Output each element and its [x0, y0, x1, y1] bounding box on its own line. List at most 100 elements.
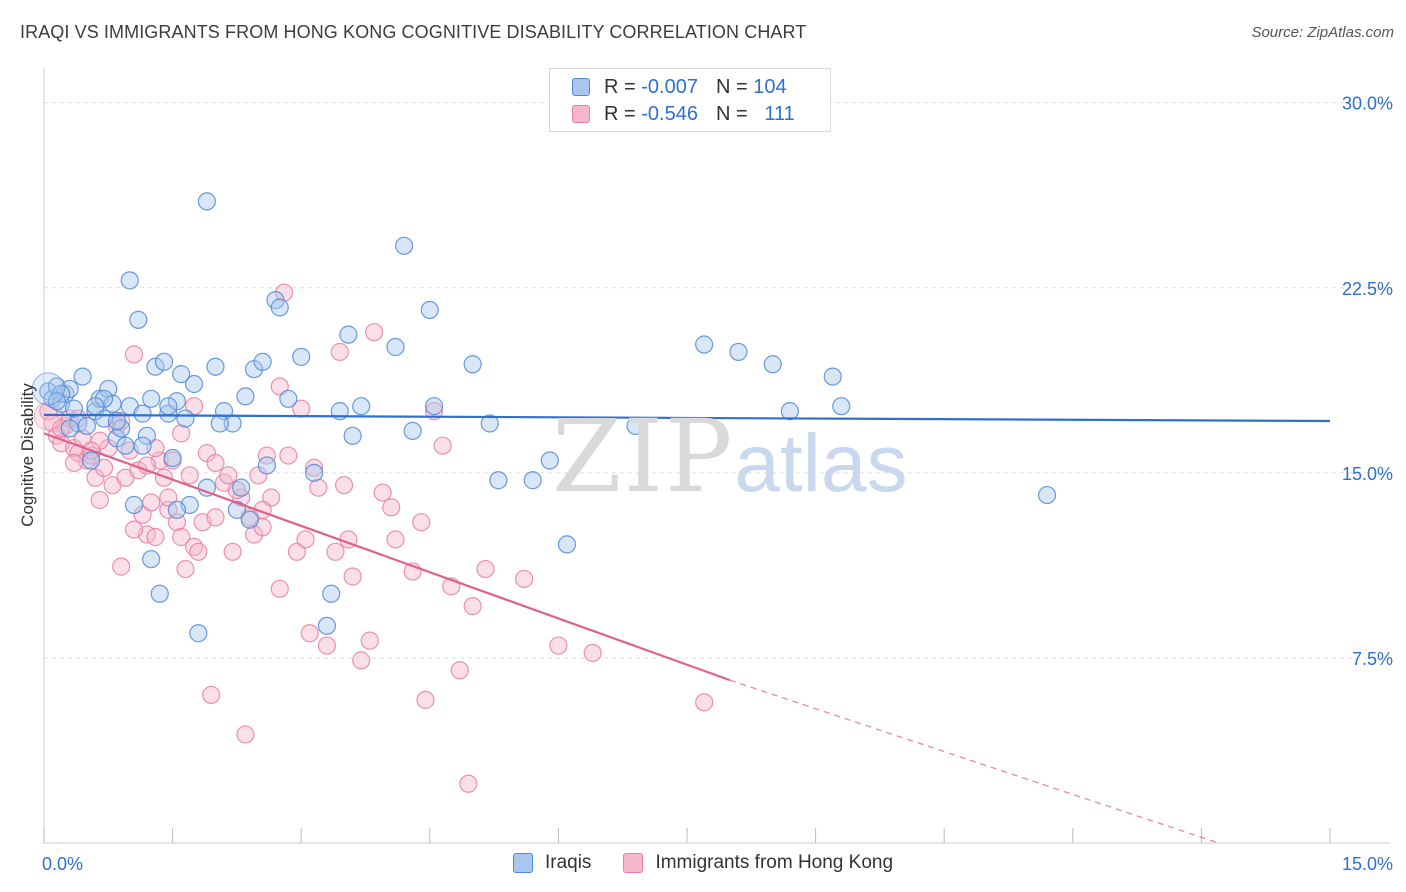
hong-kong-point-92 — [206, 453, 225, 473]
y-tick-label-3: 30.0% — [1342, 94, 1393, 114]
hong-kong-point-73 — [416, 690, 435, 709]
iraqis-point-32 — [176, 409, 195, 428]
iraqis-point-89 — [159, 397, 178, 416]
iraqis-point-69 — [763, 355, 782, 374]
hong-kong-point-38 — [202, 685, 221, 705]
iraqis-point-20 — [124, 495, 144, 515]
iraqis-point-68 — [729, 342, 748, 362]
iraqis-point-35 — [189, 624, 208, 643]
iraqis-point-49 — [304, 463, 324, 482]
r-label: R = — [604, 102, 636, 125]
iraqis-trend-line — [43, 413, 1331, 423]
iraqis-point-81 — [227, 500, 246, 519]
iraqis-point-23 — [137, 426, 156, 445]
hong-kong-point-59 — [317, 636, 337, 655]
hong-kong-point-69 — [382, 498, 401, 517]
series-immigrants-hong-kong-points — [33, 283, 714, 793]
iraqis-point-9 — [77, 416, 96, 436]
iraqis-point-6 — [64, 399, 84, 418]
hong-kong-point-57 — [304, 458, 324, 478]
iraqis-point-56 — [394, 236, 414, 255]
y-tick-label-1: 15.0% — [1342, 464, 1393, 484]
iraqis-point-87 — [107, 411, 126, 431]
iraqis-point-80 — [167, 500, 186, 519]
iraqis-point-74 — [197, 192, 216, 211]
iraqis-point-29 — [163, 448, 182, 468]
hong-kong-point-96 — [64, 453, 84, 473]
iraqis-point-58 — [420, 300, 439, 320]
hong-kong-point-81 — [515, 569, 534, 589]
hong-kong-point-68 — [373, 483, 392, 502]
hong-kong-point-75 — [433, 436, 452, 455]
n-label: N = — [715, 102, 748, 125]
n-value: 104 — [753, 75, 787, 98]
iraqis-point-28 — [159, 404, 178, 423]
hong-kong-point-24 — [142, 493, 161, 512]
hong-kong-point-51 — [270, 579, 289, 598]
iraqis-point-25 — [146, 357, 165, 376]
iraqis-point-14 — [99, 379, 118, 399]
source-label: Source: ZipAtlas.com — [1251, 24, 1394, 41]
chart-title: IRAQI VS IMMIGRANTS FROM HONG KONG COGNI… — [20, 22, 807, 42]
hong-kong-point-56 — [300, 624, 319, 643]
legend-item-iraqis[interactable]: Iraqis — [512, 852, 592, 874]
iraqis-point-8 — [73, 367, 92, 386]
iraqis-point-5 — [60, 379, 79, 399]
hong-kong-point-66 — [360, 631, 379, 650]
hong-kong-point-30 — [167, 513, 186, 532]
watermark: ZIPatlas — [552, 398, 908, 515]
iraqis-point-55 — [386, 337, 405, 357]
iraqis-point-50 — [322, 584, 341, 603]
legend-item-hong-kong[interactable]: Immigrants from Hong Kong — [623, 852, 893, 874]
n-value: 111 — [764, 102, 795, 125]
series-iraqis-points — [31, 192, 1057, 643]
hong-kong-point-32 — [176, 559, 195, 579]
stats-legend-row-hong-kong: R = -0.546 N = 111 — [572, 101, 795, 127]
iraqis-point-54 — [352, 397, 371, 416]
legend-label-iraqis: Iraqis — [544, 852, 592, 873]
hong-kong-point-12 — [90, 490, 109, 510]
iraqis-point-26 — [150, 584, 169, 603]
iraqis-point-43 — [253, 352, 272, 371]
iraqis-point-75 — [120, 271, 139, 290]
x-tick-label-1: 15.0% — [1342, 854, 1393, 874]
hong-kong-point-90 — [159, 488, 178, 507]
hong-kong-point-31 — [172, 527, 191, 547]
hong-kong-point-17 — [112, 557, 131, 576]
hong-kong-point-49 — [257, 446, 277, 465]
hong-kong-point-98 — [124, 520, 144, 539]
y-tick-labels: 7.5% 15.0% 22.5% 30.0% — [1342, 94, 1393, 669]
hong-kong-point-60 — [326, 542, 345, 561]
watermark-zip: ZIP — [552, 398, 735, 515]
hong-kong-point-54 — [287, 542, 307, 561]
hong-kong-point-84 — [695, 693, 714, 712]
y-tick-label-0: 7.5% — [1352, 649, 1393, 669]
hong-kong-point-65 — [352, 651, 371, 670]
hong-kong-point-70 — [386, 530, 405, 549]
iraqis-point-62 — [489, 471, 508, 490]
iraqis-cluster-point — [31, 372, 65, 406]
hong-kong-point-78 — [459, 774, 478, 793]
series-legend: Iraqis Immigrants from Hong Kong — [0, 852, 1406, 874]
iraqis-point-40 — [232, 478, 251, 497]
hong-kong-point-74 — [424, 402, 444, 421]
r-value: -0.546 — [641, 102, 698, 125]
iraqis-point-88 — [210, 414, 229, 433]
iraqis-point-57 — [403, 421, 422, 440]
hong-kong-point-82 — [549, 636, 568, 655]
iraqis-point-48 — [292, 347, 311, 366]
iraqis-point-73 — [1037, 485, 1057, 505]
hong-kong-point-50 — [262, 488, 281, 507]
axes — [43, 68, 1390, 844]
iraqis-point-27 — [154, 352, 174, 371]
iraqis-point-67 — [695, 335, 714, 354]
iraqis-point-85 — [86, 397, 105, 416]
r-value: -0.007 — [641, 75, 698, 98]
iraqis-point-71 — [823, 367, 842, 386]
stats-legend: R = -0.007 N = 104 R = -0.546 N = 111 — [549, 68, 831, 132]
x-tick-labels: 0.0% 15.0% — [42, 854, 1393, 874]
iraqis-point-82 — [240, 510, 259, 529]
hong-kong-point-67 — [364, 323, 384, 342]
hong-kong-point-55 — [296, 530, 315, 549]
